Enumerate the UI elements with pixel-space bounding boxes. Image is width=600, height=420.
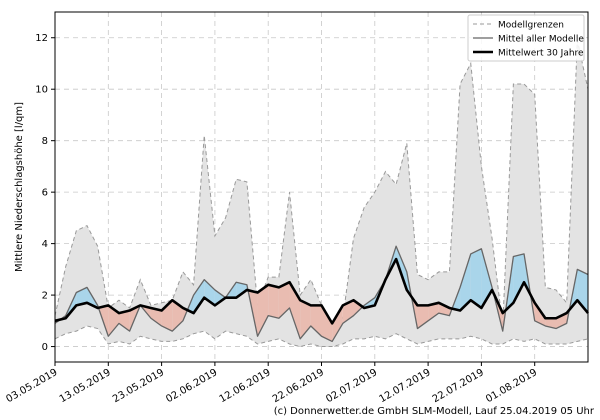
band-lower-line <box>54 325 589 348</box>
above-fill <box>513 253 525 303</box>
x-tick-label: 12.07.2019 <box>378 367 433 405</box>
below-fill <box>310 305 322 337</box>
below-fill <box>321 305 333 342</box>
below-fill <box>257 284 269 337</box>
y-tick-label: 0 <box>42 342 48 353</box>
below-fill <box>417 305 429 329</box>
x-tick-label: 03.05.2019 <box>4 367 59 405</box>
band-area <box>55 40 588 347</box>
x-tick-label: 02.07.2019 <box>324 367 379 405</box>
above-fill <box>460 253 471 311</box>
above-fill <box>193 279 205 314</box>
x-tick-label: 23.05.2019 <box>111 367 166 405</box>
above-fill <box>470 248 482 308</box>
x-tick-label: 12.06.2019 <box>218 367 273 405</box>
y-axis-label: Mittlere Niederschlagshöhe [l/qm] <box>14 102 25 272</box>
above-fill <box>214 289 226 306</box>
below-fill <box>332 305 343 342</box>
plot-frame <box>54 11 589 363</box>
x-tick-label: 02.06.2019 <box>164 367 219 405</box>
below-fill <box>556 313 567 329</box>
y-tick-label: 6 <box>42 188 48 199</box>
credit: (c) Donnerwetter.de GmbH SLM-Modell, Lau… <box>274 406 595 417</box>
y-tick-label: 12 <box>35 33 48 44</box>
below-fill <box>172 300 183 332</box>
x-tick-label: 22.06.2019 <box>271 367 326 405</box>
y-tick-label: 4 <box>42 239 48 250</box>
y-tick-label: 2 <box>42 291 48 302</box>
plot-area <box>51 11 590 366</box>
below-fill <box>108 305 119 337</box>
y-tick-label: 10 <box>35 85 48 96</box>
legend-label: Mittelwert 30 Jahre <box>498 49 584 59</box>
y-tick-label: 8 <box>42 136 48 147</box>
below-fill <box>150 307 162 326</box>
below-fill <box>278 282 290 319</box>
x-tick-label: 01.08.2019 <box>484 367 539 405</box>
below-fill <box>268 284 279 319</box>
x-tick-label: 22.07.2019 <box>431 367 486 405</box>
legend-box <box>467 14 585 62</box>
below-fill <box>353 300 363 316</box>
series-line <box>54 245 589 343</box>
legend-label: Mittel aller Modelle <box>498 35 584 45</box>
above-fill <box>236 282 247 298</box>
below-fill <box>428 302 439 321</box>
series-line <box>54 257 590 325</box>
legend-label: Modellgrenzen <box>498 21 564 31</box>
x-tick-label: 13.05.2019 <box>58 367 113 405</box>
below-fill <box>438 302 450 316</box>
below-fill <box>161 300 173 332</box>
below-fill <box>118 310 130 332</box>
